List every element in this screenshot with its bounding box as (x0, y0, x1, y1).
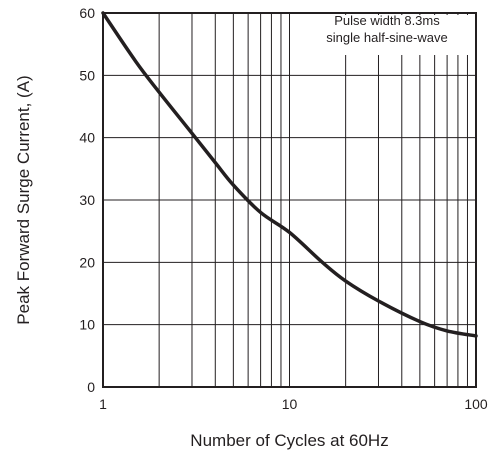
y-tick-label: 40 (79, 130, 95, 146)
annotation-line-1: Pulse width 8.3ms (334, 13, 440, 28)
y-tick-label: 60 (79, 5, 95, 21)
y-tick-label: 30 (79, 192, 95, 208)
y-tick-label: 0 (87, 379, 95, 395)
annotation-line-2: single half-sine-wave (326, 30, 447, 45)
x-axis-title: Number of Cycles at 60Hz (190, 431, 388, 450)
annotation-background (300, 15, 474, 55)
plot-frame (102, 12, 477, 388)
tick-labels: 0 10 20 30 40 50 60 1 10 100 (79, 5, 487, 412)
annotation-box (300, 15, 474, 55)
y-tick-label: 10 (79, 317, 95, 333)
series-line-0 (101, 11, 478, 338)
x-tick-label: 10 (282, 396, 298, 412)
series-layer (101, 11, 478, 338)
y-axis-title: Peak Forward Surge Current, (A) (14, 75, 33, 324)
x-tick-label: 1 (99, 396, 107, 412)
x-tick-label: 100 (464, 396, 488, 412)
grid (103, 13, 476, 387)
y-tick-label: 20 (79, 254, 95, 270)
y-tick-label: 50 (79, 67, 95, 83)
